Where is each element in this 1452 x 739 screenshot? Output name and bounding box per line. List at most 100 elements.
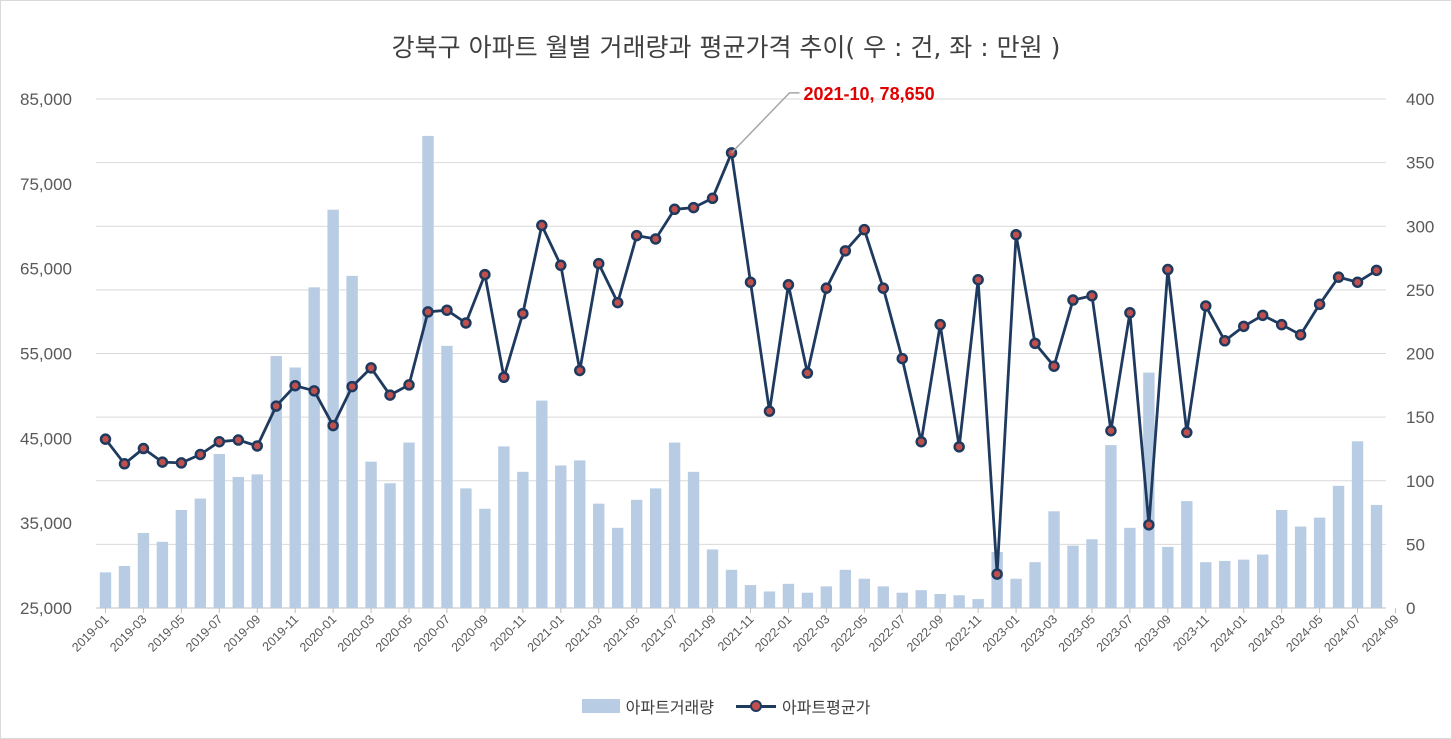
price-point — [346, 380, 358, 393]
volume-bar — [1313, 517, 1326, 608]
volume-bar — [991, 552, 1003, 608]
price-point — [1124, 307, 1136, 319]
volume-bar — [1162, 546, 1174, 608]
x-tick-label: 2019-05 — [145, 612, 187, 654]
volume-bar — [194, 498, 207, 608]
price-point — [877, 282, 890, 294]
volume-bar — [612, 527, 624, 608]
price-point — [213, 435, 226, 448]
price-point — [1219, 335, 1231, 347]
y-left-tick-label: 55,000 — [20, 345, 72, 364]
volume-bar — [782, 583, 795, 608]
volume-bar — [801, 592, 814, 608]
volume-bar — [1181, 501, 1193, 608]
y-left-tick-label: 75,000 — [20, 175, 72, 194]
volume-bar — [934, 594, 946, 608]
volume-bar — [156, 541, 169, 608]
volume-bar — [1067, 545, 1079, 608]
price-point — [232, 434, 245, 446]
price-point — [1143, 519, 1155, 531]
volume-bar — [763, 591, 776, 608]
price-point — [479, 268, 491, 281]
legend: 아파트거래량 아파트평균가 — [0, 694, 1452, 718]
price-point — [289, 379, 301, 392]
y-right-tick-label: 0 — [1406, 599, 1415, 618]
volume-bar — [403, 442, 415, 608]
x-tick-label: 2024-07 — [1321, 612, 1363, 654]
price-point — [270, 400, 282, 412]
y-left-tick-label: 25,000 — [20, 599, 72, 618]
volume-bar — [1105, 445, 1117, 608]
volume-bar — [536, 400, 548, 608]
x-tick-label: 2022-07 — [866, 612, 908, 654]
x-tick-label: 2020-01 — [297, 612, 339, 654]
price-point — [1351, 276, 1364, 288]
price-point — [972, 273, 984, 286]
y-right-tick-label: 50 — [1406, 535, 1425, 554]
volume-bar — [687, 471, 700, 608]
volume-bar — [213, 454, 225, 608]
price-point — [194, 448, 207, 461]
price-point — [1162, 263, 1174, 276]
x-tick-label: 2020-07 — [411, 612, 453, 654]
price-point — [422, 306, 434, 318]
price-point — [308, 385, 320, 397]
price-point — [1010, 228, 1022, 241]
volume-bar — [346, 275, 358, 608]
x-tick-label: 2019-09 — [221, 612, 263, 654]
price-point — [782, 279, 795, 291]
legend-label-volume: 아파트거래량 — [625, 698, 714, 717]
price-point — [744, 276, 757, 288]
x-tick-label: 2024-03 — [1245, 612, 1287, 654]
volume-bar — [118, 566, 131, 608]
price-point — [1029, 337, 1041, 350]
x-tick-label: 2024-01 — [1208, 612, 1250, 654]
volume-bar — [422, 135, 434, 608]
price-point — [137, 442, 150, 455]
y-right-tick-label: 400 — [1406, 90, 1434, 109]
x-tick-label: 2021-05 — [600, 612, 642, 654]
price-point — [498, 371, 510, 384]
legend-item-price: 아파트평균가 — [736, 694, 870, 718]
price-point — [574, 364, 586, 377]
y-right-tick-label: 350 — [1406, 154, 1434, 173]
volume-bar — [289, 367, 301, 608]
price-point — [1237, 320, 1250, 333]
price-point — [592, 257, 605, 270]
volume-bar — [1219, 560, 1231, 608]
price-point — [1256, 309, 1269, 322]
volume-bar — [1332, 485, 1345, 608]
price-point — [1048, 360, 1060, 372]
volume-bar — [668, 442, 681, 608]
volume-bar — [441, 345, 453, 608]
x-tick-label: 2022-11 — [943, 612, 985, 654]
price-point — [687, 201, 700, 214]
price-point — [611, 296, 624, 309]
right-axis: 0 50 100 150 200 250 300 350 400 — [1406, 90, 1434, 618]
y-right-tick-label: 250 — [1406, 281, 1434, 300]
volume-bar — [384, 483, 396, 608]
legend-label-price: 아파트평균가 — [782, 698, 871, 717]
x-tick-label: 2021-01 — [525, 612, 567, 654]
price-point — [156, 456, 169, 468]
price-point — [1370, 264, 1383, 277]
price-series-line — [104, 151, 1378, 576]
price-point — [820, 282, 833, 294]
volume-bar — [498, 446, 510, 608]
y-left-tick-label: 65,000 — [20, 260, 72, 279]
price-point — [763, 405, 776, 417]
legend-item-volume: 아파트거래량 — [581, 694, 714, 718]
x-tick-label: 2019-07 — [183, 612, 225, 654]
volume-bar — [1200, 562, 1212, 608]
x-tick-label: 2023-01 — [980, 612, 1022, 654]
x-tick-label: 2023-05 — [1056, 612, 1098, 654]
price-point — [1294, 329, 1307, 341]
volume-bar — [517, 471, 529, 608]
volume-bar — [574, 460, 586, 608]
volume-bar — [1351, 441, 1364, 608]
y-left-tick-label: 35,000 — [20, 514, 72, 533]
price-point — [517, 307, 529, 320]
volume-bar — [744, 585, 757, 608]
volume-bar — [308, 287, 320, 608]
